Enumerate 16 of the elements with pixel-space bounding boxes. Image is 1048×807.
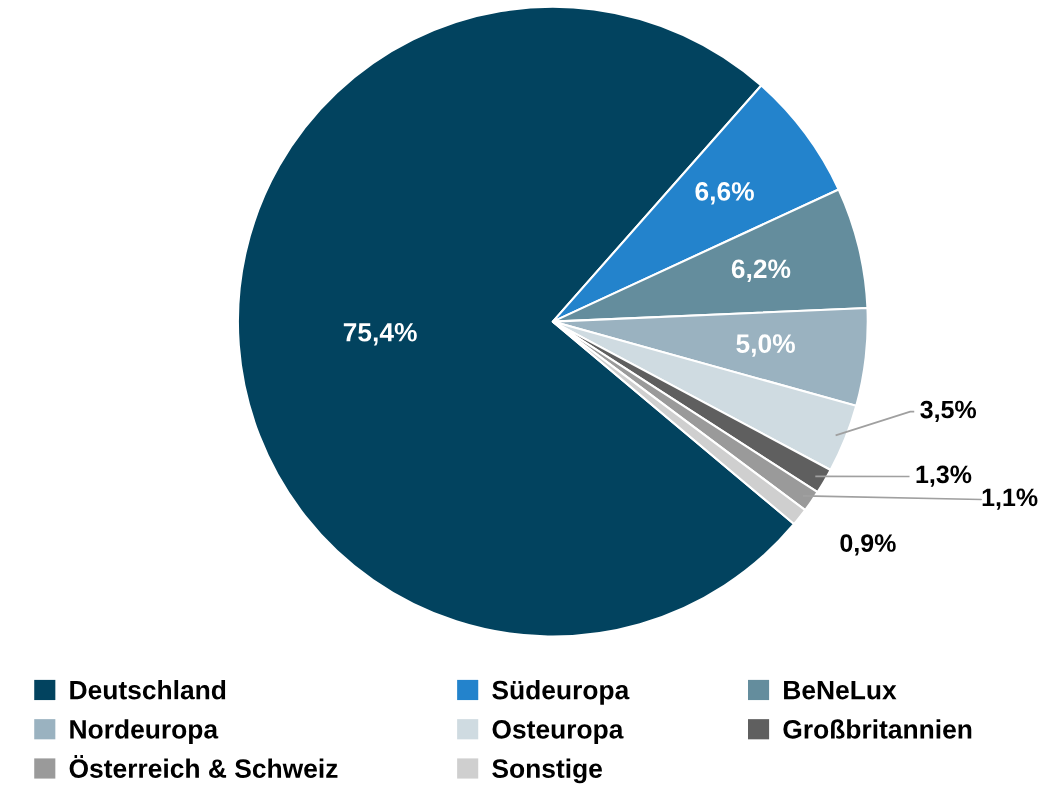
legend-label: Osteuropa: [492, 719, 624, 744]
legend-label: Großbritannien: [783, 719, 972, 739]
data-label: 1,1%: [982, 488, 1038, 510]
legend-label: Nordeuropa: [70, 719, 219, 744]
legend-label: Südeuropa: [492, 680, 630, 705]
data-label: 75,4%: [343, 322, 417, 346]
data-label: 6,2%: [731, 259, 791, 282]
data-label: 3,5%: [920, 400, 977, 422]
legend-label: Sonstige: [492, 758, 602, 784]
data-label: 0,9%: [840, 534, 896, 556]
legend-label: Deutschland: [70, 680, 226, 700]
data-label: 5,0%: [736, 334, 795, 357]
data-label: 6,6%: [695, 182, 754, 205]
legend-label: BeNeLux: [784, 681, 897, 700]
legend-label: Österreich & Schweiz: [69, 755, 338, 778]
data-label: 1,3%: [916, 465, 972, 487]
